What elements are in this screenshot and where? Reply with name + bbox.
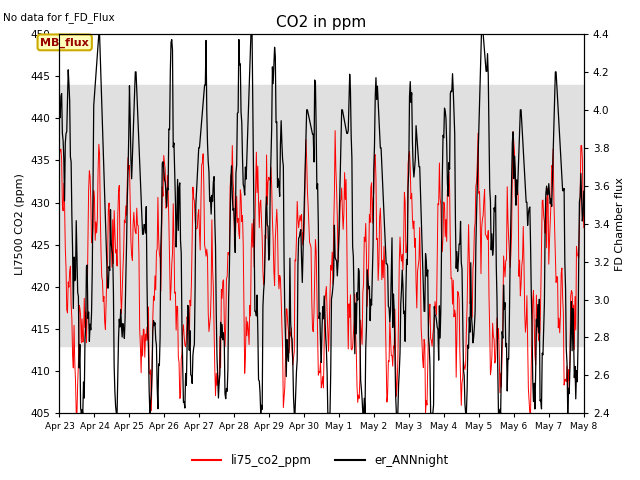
- Legend: li75_co2_ppm, er_ANNnight: li75_co2_ppm, er_ANNnight: [187, 449, 453, 472]
- Y-axis label: FD Chamber flux: FD Chamber flux: [615, 177, 625, 271]
- Text: No data for f_FD_Flux: No data for f_FD_Flux: [3, 12, 115, 23]
- Text: MB_flux: MB_flux: [40, 37, 89, 48]
- Title: CO2 in ppm: CO2 in ppm: [276, 15, 367, 30]
- Bar: [60, 84, 584, 346]
- Y-axis label: LI7500 CO2 (ppm): LI7500 CO2 (ppm): [15, 173, 25, 275]
